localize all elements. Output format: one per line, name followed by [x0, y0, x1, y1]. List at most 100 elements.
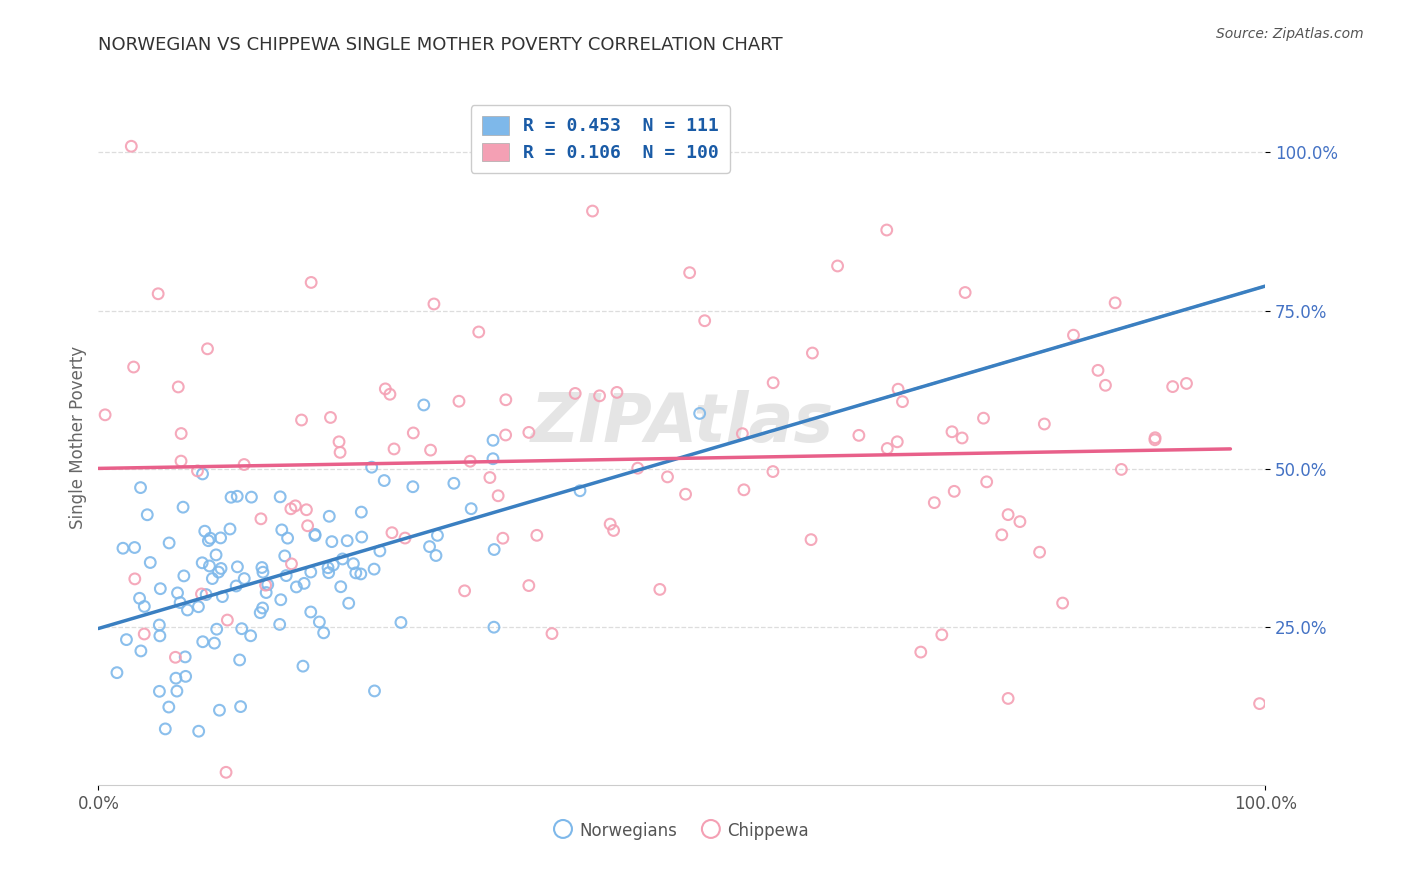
- Point: [564, 386, 586, 401]
- Point: [453, 583, 475, 598]
- Point: [176, 603, 198, 617]
- Point: [304, 528, 326, 542]
- Point: [517, 578, 540, 592]
- Point: [169, 596, 191, 610]
- Point: [190, 587, 212, 601]
- Point: [105, 665, 128, 680]
- Point: [588, 389, 610, 403]
- Point: [299, 276, 322, 290]
- Point: [848, 428, 870, 442]
- Point: [250, 560, 273, 574]
- Point: [1143, 433, 1166, 447]
- Point: [363, 684, 385, 698]
- Point: [312, 625, 335, 640]
- Point: [373, 474, 395, 488]
- Point: [953, 285, 976, 300]
- Point: [648, 582, 671, 597]
- Point: [336, 533, 359, 548]
- Point: [269, 490, 291, 504]
- Point: [731, 426, 754, 441]
- Point: [657, 470, 679, 484]
- Legend: Norwegians, Chippewa: Norwegians, Chippewa: [548, 815, 815, 847]
- Point: [482, 542, 505, 557]
- Point: [363, 562, 385, 576]
- Point: [468, 325, 491, 339]
- Point: [569, 483, 592, 498]
- Point: [526, 528, 548, 542]
- Point: [115, 632, 138, 647]
- Point: [270, 523, 292, 537]
- Point: [689, 406, 711, 420]
- Point: [274, 549, 297, 563]
- Point: [321, 534, 343, 549]
- Point: [197, 533, 219, 548]
- Point: [910, 645, 932, 659]
- Point: [166, 586, 188, 600]
- Point: [198, 558, 221, 573]
- Point: [250, 512, 273, 526]
- Point: [419, 540, 441, 554]
- Point: [295, 502, 318, 516]
- Point: [602, 524, 624, 538]
- Point: [675, 487, 697, 501]
- Point: [128, 591, 150, 606]
- Point: [208, 703, 231, 717]
- Point: [219, 522, 242, 536]
- Point: [329, 445, 352, 459]
- Point: [219, 490, 242, 504]
- Point: [378, 387, 401, 401]
- Point: [166, 684, 188, 698]
- Point: [120, 139, 142, 153]
- Point: [1033, 417, 1056, 431]
- Point: [129, 481, 152, 495]
- Point: [991, 528, 1014, 542]
- Point: [482, 434, 505, 448]
- Point: [733, 483, 755, 497]
- Point: [136, 508, 159, 522]
- Point: [482, 620, 505, 634]
- Point: [924, 495, 946, 509]
- Point: [209, 561, 232, 575]
- Point: [606, 385, 628, 400]
- Point: [148, 618, 170, 632]
- Point: [425, 549, 447, 563]
- Point: [291, 659, 314, 673]
- Point: [226, 489, 249, 503]
- Point: [876, 442, 898, 456]
- Point: [423, 297, 446, 311]
- Point: [342, 557, 364, 571]
- Point: [297, 518, 319, 533]
- Point: [149, 629, 172, 643]
- Point: [360, 460, 382, 475]
- Point: [402, 480, 425, 494]
- Point: [124, 572, 146, 586]
- Point: [167, 380, 190, 394]
- Point: [211, 590, 233, 604]
- Point: [1052, 596, 1074, 610]
- Point: [157, 700, 180, 714]
- Point: [186, 464, 208, 478]
- Point: [194, 524, 217, 539]
- Point: [215, 765, 238, 780]
- Point: [252, 601, 274, 615]
- Point: [276, 568, 298, 582]
- Point: [941, 425, 963, 439]
- Point: [412, 398, 434, 412]
- Point: [149, 582, 172, 596]
- Point: [187, 599, 209, 614]
- Point: [886, 434, 908, 449]
- Point: [226, 559, 249, 574]
- Point: [329, 580, 352, 594]
- Point: [1062, 328, 1084, 343]
- Point: [134, 599, 156, 614]
- Point: [419, 443, 441, 458]
- Point: [627, 461, 650, 475]
- Point: [299, 605, 322, 619]
- Point: [217, 613, 239, 627]
- Point: [195, 588, 218, 602]
- Point: [976, 475, 998, 489]
- Point: [316, 560, 339, 574]
- Point: [322, 558, 344, 572]
- Point: [225, 579, 247, 593]
- Point: [827, 259, 849, 273]
